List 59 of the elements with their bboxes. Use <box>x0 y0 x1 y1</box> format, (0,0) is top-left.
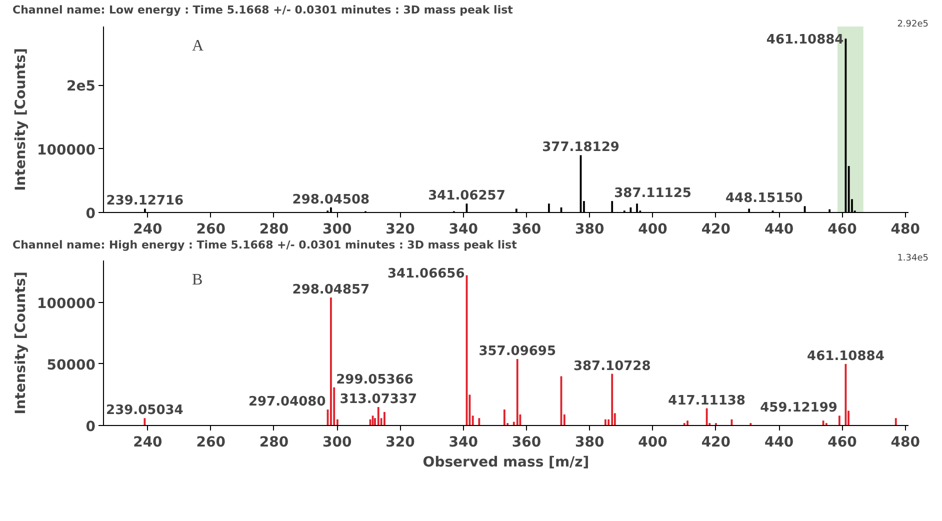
x-tick-label: 360 <box>512 222 542 238</box>
x-tick-label: 440 <box>764 222 794 238</box>
y-tick-label: 100000 <box>37 296 96 312</box>
x-tick-label: 380 <box>575 434 605 450</box>
x-tick-label: 280 <box>259 222 289 238</box>
x-tick-label: 420 <box>701 434 731 450</box>
annotation: 459.12199 <box>760 400 838 416</box>
annotation: 2.92e5 <box>897 20 929 30</box>
x-tick-label: 340 <box>448 222 478 238</box>
y-tick-label: 0 <box>86 419 96 435</box>
annotation: 239.12716 <box>106 194 184 209</box>
annotation: 461.10884 <box>807 348 884 364</box>
y-axis-title: Intensity [Counts] <box>13 272 30 414</box>
annotation: 387.10728 <box>573 358 651 374</box>
x-tick-label: 420 <box>701 222 731 238</box>
x-tick-label: 260 <box>196 222 226 238</box>
x-tick-label: 400 <box>638 434 668 450</box>
annotation: 461.10884 <box>766 32 844 48</box>
annotation: B <box>192 272 203 288</box>
annotation: 341.06257 <box>428 188 506 204</box>
y-tick-label: 100000 <box>37 142 96 158</box>
chart-title: Channel name: Low energy : Time 5.1668 +/- 0.0301 minutes : 3D mass peak list <box>12 4 513 16</box>
annotation: 377.18129 <box>542 140 620 156</box>
x-tick-label: 240 <box>133 434 163 450</box>
annotation: 313.07337 <box>340 392 418 408</box>
annotation: 298.04857 <box>292 282 370 298</box>
y-axis-title: Intensity [Counts] <box>13 48 30 191</box>
x-tick-label: 360 <box>512 434 542 450</box>
x-tick-label: 260 <box>196 434 226 450</box>
annotation: 239.05034 <box>106 403 184 418</box>
x-tick-label: 300 <box>322 222 352 238</box>
annotation: 341.06656 <box>387 266 465 282</box>
x-axis-title: Observed mass [m/z] <box>422 454 590 470</box>
x-tick-label: 400 <box>638 222 668 238</box>
x-tick-label: 460 <box>828 434 858 450</box>
annotation: 387.11125 <box>614 186 692 202</box>
chart-title: Channel name: High energy : Time 5.1668 +/- 0.0301 minutes : 3D mass peak list <box>12 238 517 252</box>
annotation: 298.04508 <box>292 192 370 208</box>
annotation: 357.09695 <box>478 344 556 360</box>
x-tick-label: 320 <box>386 434 416 450</box>
x-tick-label: 240 <box>133 222 163 238</box>
y-tick-label: 2e5 <box>66 78 96 95</box>
x-tick-label: 380 <box>575 222 605 238</box>
annotation: 448.15150 <box>725 191 803 206</box>
annotation: 1.34e5 <box>897 254 929 264</box>
x-tick-label: 340 <box>448 434 478 450</box>
y-tick-label: 50000 <box>46 357 96 374</box>
y-tick-label: 0 <box>86 206 96 222</box>
x-tick-label: 300 <box>322 434 352 450</box>
x-tick-label: 280 <box>259 434 289 450</box>
x-tick-label: 480 <box>890 434 920 450</box>
annotation: 299.05366 <box>336 372 414 388</box>
x-tick-label: 440 <box>764 434 794 450</box>
x-tick-label: 460 <box>828 222 858 238</box>
annotation: 297.04080 <box>248 394 326 410</box>
annotation: 417.11138 <box>668 393 746 408</box>
x-tick-label: 320 <box>386 222 416 238</box>
annotation: A <box>192 38 204 54</box>
x-tick-label: 480 <box>890 222 920 238</box>
